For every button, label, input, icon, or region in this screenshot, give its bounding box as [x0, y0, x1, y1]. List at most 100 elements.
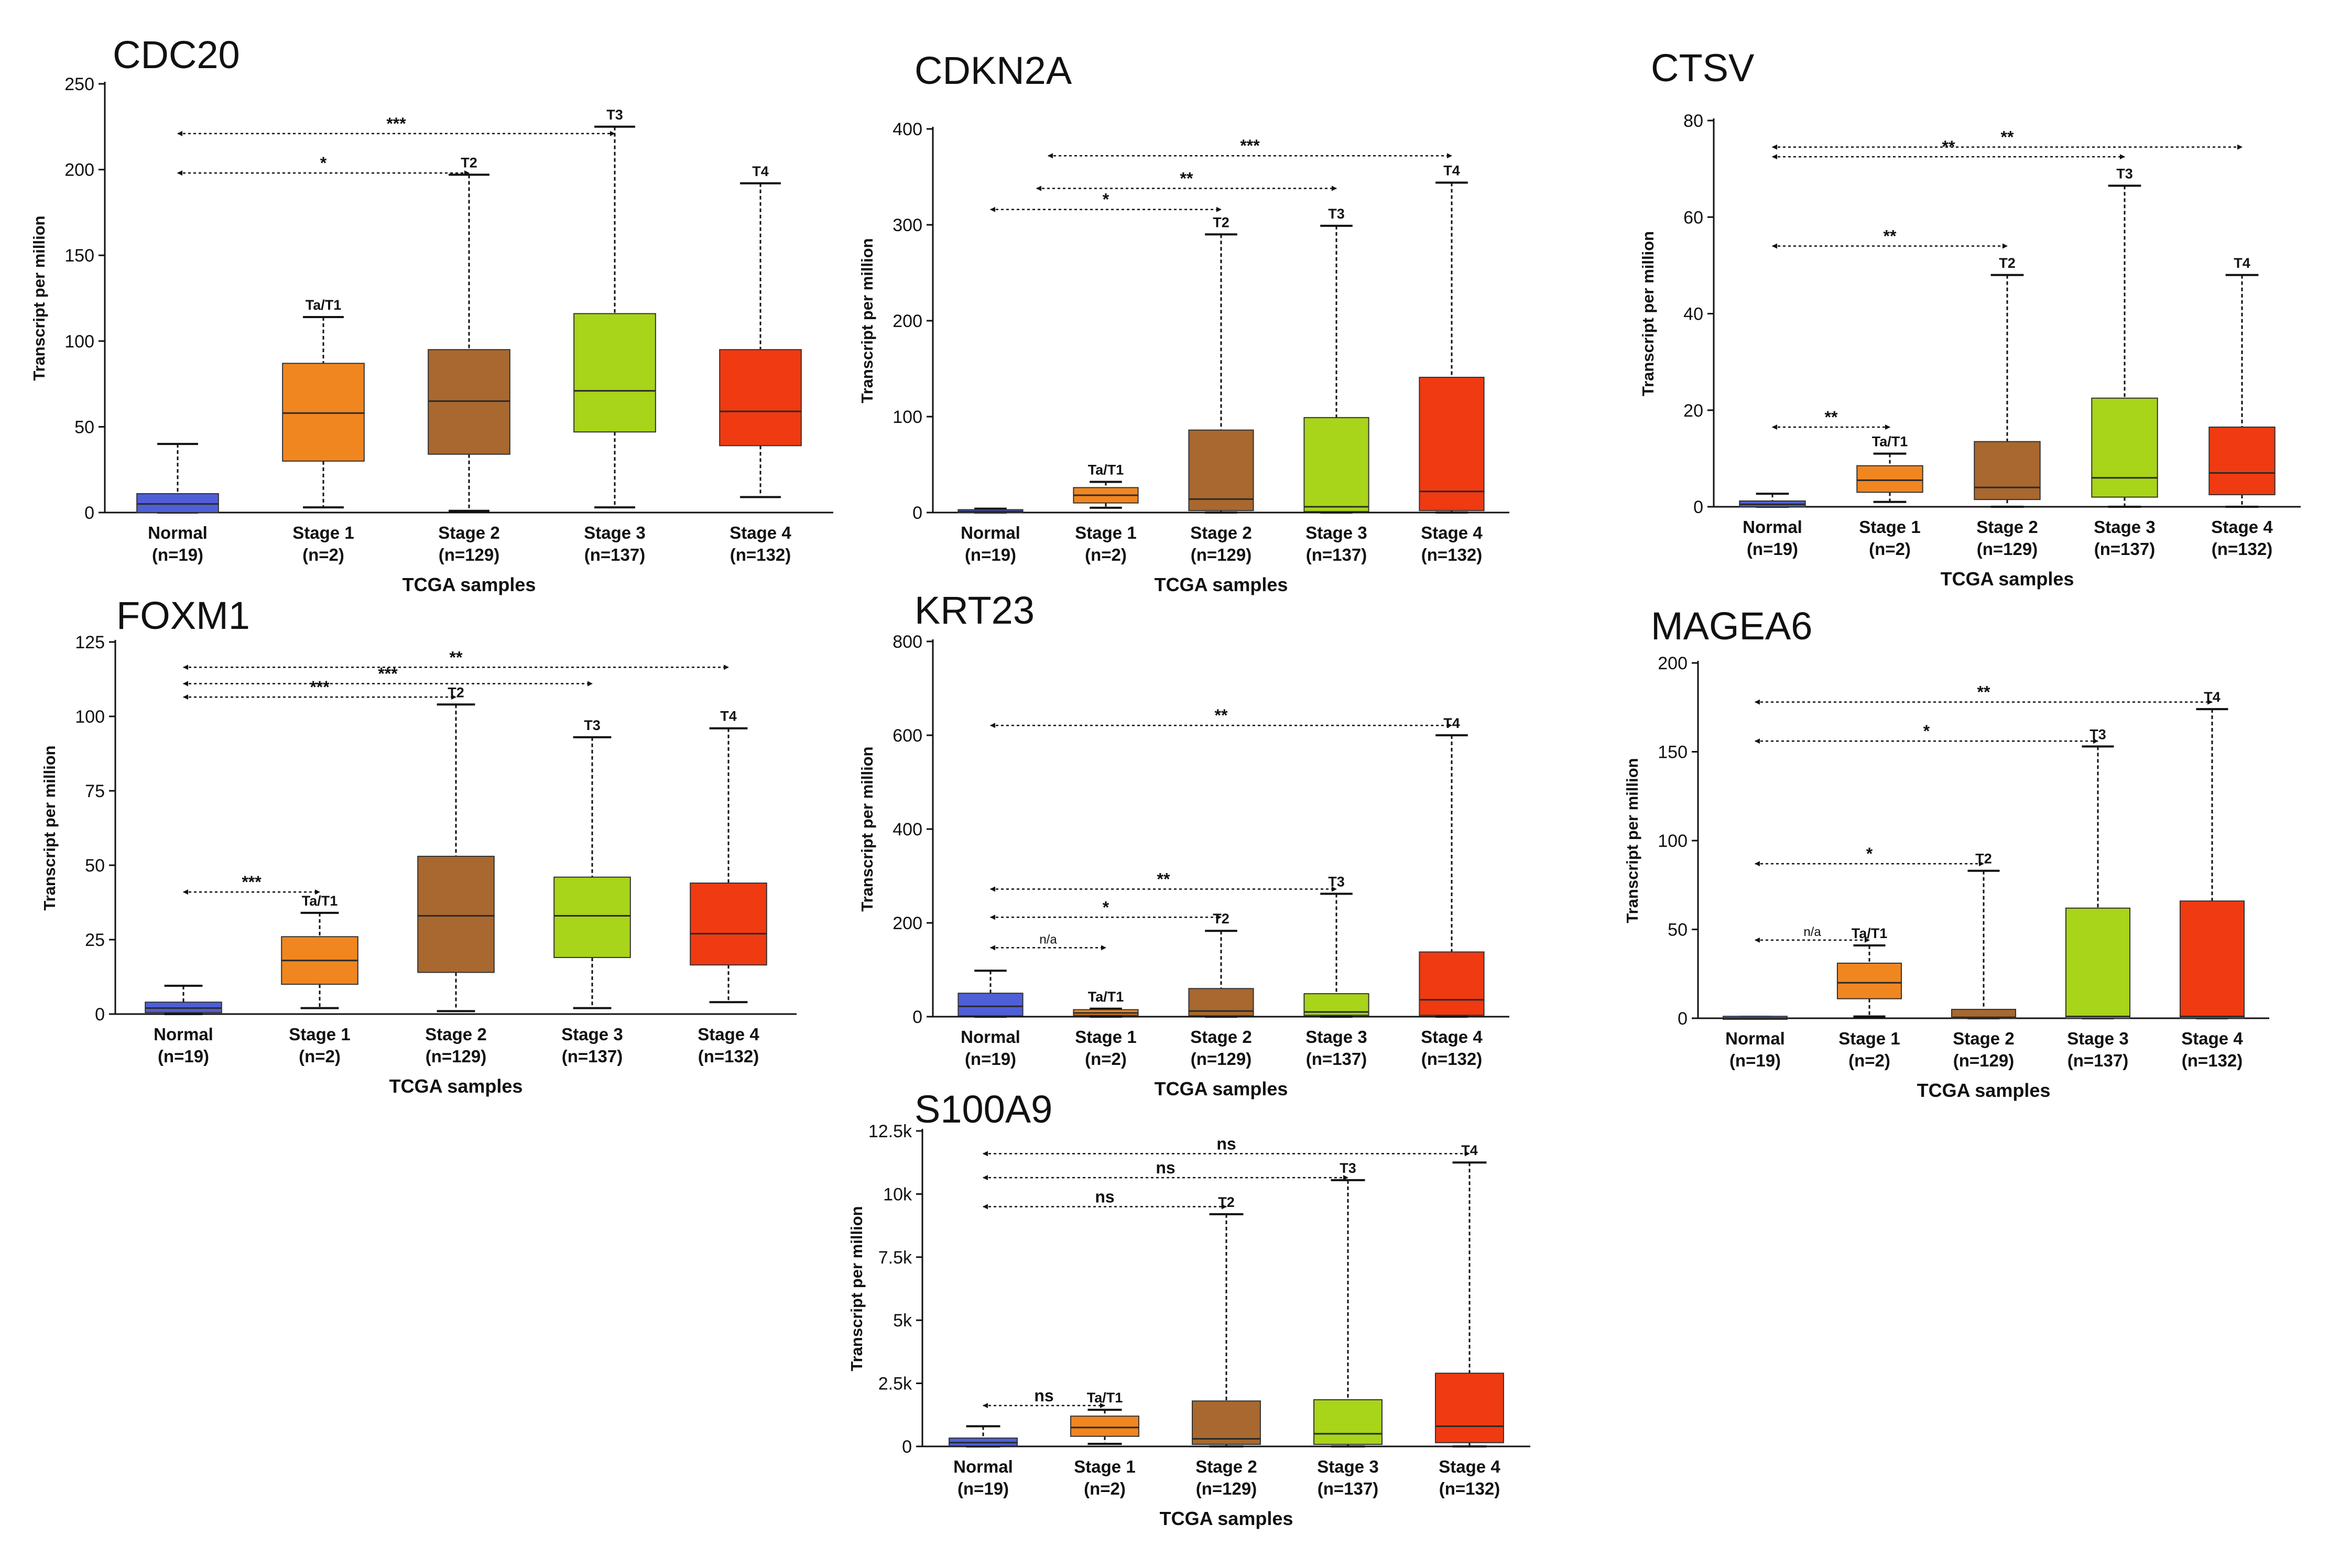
- panel-magea6: MAGEA6 0 50 100 150 200 Transcript per million…: [1623, 604, 2269, 1101]
- stage-top-label: T2: [461, 155, 477, 170]
- panel-cdc20: CDC20 0 50 100 150 200 250 Transcript per milli…: [30, 33, 833, 595]
- count-label: (n=137): [2094, 539, 2155, 559]
- count-label: (n=132): [698, 1047, 759, 1066]
- stage-top-label: T3: [1328, 874, 1345, 890]
- stage-top-label: T4: [1461, 1142, 1478, 1158]
- y-axis-label: Transcript per million: [858, 238, 876, 403]
- category-label: Stage 3: [1317, 1457, 1378, 1476]
- y-tick-label: 0: [912, 1007, 922, 1027]
- box-iqr: [2179, 900, 2245, 1019]
- box-iqr: [719, 349, 802, 447]
- box-iqr: [1836, 962, 1902, 999]
- y-tick-label: 200: [893, 913, 922, 933]
- box-stage-3: T3: [1303, 206, 1369, 514]
- significance-label: **: [1977, 683, 1990, 702]
- category-label: Stage 1: [1075, 523, 1136, 542]
- significance-label: **: [1884, 227, 1897, 246]
- box-iqr: [1419, 376, 1485, 511]
- box-normal: [1739, 493, 1806, 508]
- box-stage-2: T2: [1974, 255, 2041, 508]
- y-tick-label: 100: [1658, 831, 1688, 851]
- count-label: (n=132): [1421, 545, 1482, 564]
- significance-label: ns: [1216, 1134, 1236, 1153]
- x-axis-label: TCGA samples: [1917, 1080, 2051, 1101]
- box-stage-1: Ta/T1: [282, 297, 365, 509]
- box-normal: [949, 1425, 1018, 1447]
- panel-krt23: KRT23 0 200 400 600 800 Transcript per million…: [858, 589, 1509, 1099]
- y-tick-label: 25: [85, 930, 105, 950]
- box-stage-1: Ta/T1: [1073, 989, 1139, 1018]
- count-label: (n=19): [158, 1047, 209, 1066]
- stage-top-label: Ta/T1: [306, 297, 342, 313]
- y-tick-label: 50: [85, 856, 105, 876]
- count-label: (n=129): [1191, 1049, 1251, 1069]
- box-iqr: [2208, 426, 2276, 495]
- box-iqr: [2091, 397, 2158, 498]
- x-axis-label: TCGA samples: [402, 574, 536, 595]
- panel-title: CTSV: [1651, 46, 1755, 90]
- box-stage-3: T3: [1313, 1160, 1383, 1447]
- panel-cdkn2a: CDKN2A 0 100 200 300 400 Transcript per millio…: [858, 49, 1509, 595]
- stage-top-label: Ta/T1: [1088, 989, 1124, 1005]
- box-iqr: [136, 493, 219, 513]
- y-axis-label: Transcript per million: [847, 1206, 866, 1371]
- box-iqr: [1974, 441, 2041, 500]
- box-iqr: [2065, 907, 2131, 1019]
- category-label: Normal: [1725, 1029, 1785, 1048]
- stage-top-label: Ta/T1: [1088, 462, 1124, 477]
- category-label: Stage 4: [1439, 1457, 1500, 1476]
- stage-top-label: T3: [1328, 206, 1345, 222]
- category-label: Stage 3: [2094, 517, 2155, 537]
- y-tick-label: 50: [1668, 920, 1688, 940]
- count-label: (n=129): [1977, 539, 2038, 559]
- y-tick-label: 10k: [883, 1184, 912, 1204]
- significance-label: *: [320, 154, 327, 172]
- y-tick-label: 250: [64, 74, 94, 94]
- box-stage-3: T3: [1303, 874, 1369, 1018]
- box-stage-1: Ta/T1: [281, 893, 358, 1009]
- y-tick-label: 100: [893, 407, 922, 427]
- count-label: (n=19): [1747, 539, 1798, 559]
- stage-top-label: Ta/T1: [1872, 434, 1908, 450]
- category-label: Normal: [961, 1027, 1020, 1047]
- panel-foxm1: FOXM1 0 25 50 75 100 125 Transcript per million…: [40, 594, 797, 1097]
- significance-label: ***: [386, 114, 406, 133]
- y-tick-label: 40: [1683, 304, 1703, 324]
- category-label: Stage 3: [584, 523, 645, 542]
- count-label: (n=2): [1084, 1479, 1126, 1498]
- box-stage-2: T2: [1188, 214, 1254, 514]
- panel-title: CDC20: [113, 33, 240, 77]
- box-iqr: [957, 993, 1024, 1017]
- count-label: (n=2): [1848, 1051, 1890, 1070]
- stage-top-label: Ta/T1: [1087, 1390, 1123, 1406]
- x-axis-label: TCGA samples: [1155, 574, 1288, 595]
- y-tick-label: 150: [64, 246, 94, 266]
- y-tick-label: 20: [1683, 401, 1703, 421]
- box-stage-4: T4: [719, 164, 802, 498]
- box-stage-4: T4: [690, 709, 767, 1004]
- y-tick-label: 300: [893, 215, 922, 235]
- category-label: Stage 4: [1421, 1027, 1483, 1047]
- box-stage-4: T4: [1419, 162, 1485, 514]
- significance-label: ns: [1156, 1158, 1175, 1177]
- category-label: Normal: [961, 523, 1020, 542]
- significance-label: **: [1215, 706, 1228, 725]
- count-label: (n=19): [152, 545, 203, 564]
- box-iqr: [553, 876, 631, 959]
- category-label: Stage 1: [1075, 1027, 1136, 1047]
- count-label: (n=129): [1196, 1479, 1257, 1498]
- significance-label: *: [1103, 898, 1109, 917]
- y-tick-label: 400: [893, 820, 922, 840]
- significance-label: n/a: [1803, 925, 1821, 939]
- box-stage-4: T4: [2179, 689, 2245, 1019]
- count-label: (n=137): [562, 1047, 623, 1066]
- y-tick-label: 0: [95, 1005, 105, 1025]
- y-tick-label: 0: [902, 1437, 912, 1457]
- stage-top-label: T3: [1340, 1160, 1356, 1176]
- box-iqr: [1313, 1399, 1383, 1445]
- count-label: (n=132): [2212, 539, 2272, 559]
- significance-label: **: [1942, 137, 1955, 156]
- stage-top-label: T3: [584, 717, 601, 733]
- stage-top-label: T2: [1999, 255, 2016, 271]
- count-label: (n=2): [1085, 1049, 1127, 1069]
